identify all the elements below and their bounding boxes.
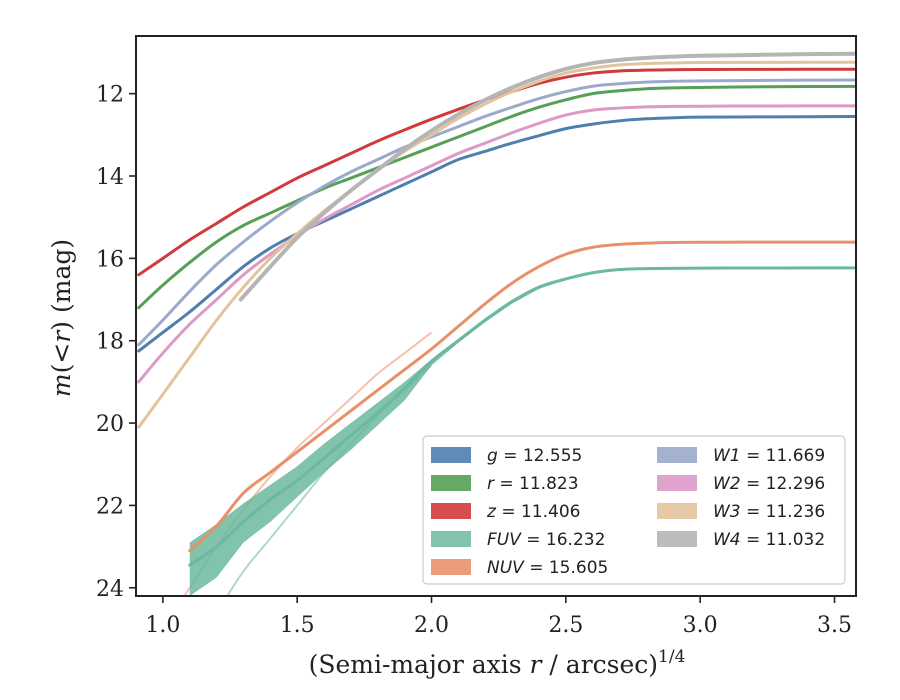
series-w3 [137, 60, 856, 429]
y-tick-label: 20 [96, 412, 124, 437]
y-axis-title: m(<r) (mag) [47, 239, 76, 397]
series-r [137, 84, 856, 310]
legend-item-w3: W3 = 11.236 [657, 502, 825, 522]
series-w1-line [137, 78, 856, 347]
legend-label-nuv: NUV = 15.605 [487, 558, 608, 578]
series-layer [137, 51, 856, 596]
legend-swatch-g [431, 447, 471, 463]
x-axis: 1.0 1.5 2.0 2.5 3.0 3.5 [145, 596, 852, 638]
series-g [137, 115, 856, 353]
legend-swatch-fuv [431, 531, 471, 547]
y-axis: 12 14 16 18 20 22 24 [96, 83, 136, 602]
series-w2 [137, 104, 856, 384]
y-tick-label: 22 [96, 494, 124, 519]
series-w4-line [238, 51, 856, 302]
legend-swatch-r [431, 475, 471, 491]
series-w2-line [137, 104, 856, 384]
legend-label-w4: W4 = 11.032 [713, 530, 825, 550]
x-tick-label: 2.0 [414, 613, 449, 638]
series-g-line [137, 115, 856, 353]
series-fuv-line [188, 266, 856, 567]
legend-label-w3: W3 = 11.236 [713, 502, 825, 522]
x-tick-label: 2.5 [548, 613, 583, 638]
series-r-line [137, 84, 856, 310]
x-tick-label: 1.5 [280, 613, 315, 638]
legend-label-fuv: FUV = 16.232 [487, 530, 605, 550]
series-nuv [188, 240, 856, 553]
legend-swatch-w3 [657, 503, 697, 519]
legend-swatch-nuv [431, 559, 471, 575]
x-axis-title: (Semi-major axis r / arcsec)1/4 [309, 647, 686, 679]
series-z-line [137, 67, 856, 277]
legend-item-r: r = 11.823 [431, 474, 579, 494]
legend-swatch-w2 [657, 475, 697, 491]
legend-item-w4: W4 = 11.032 [657, 530, 825, 550]
legend-item-nuv: NUV = 15.605 [431, 558, 608, 578]
series-w1 [137, 78, 856, 347]
legend-box [422, 435, 846, 585]
legend-label-w1: W1 = 11.669 [713, 446, 825, 466]
legend-item-fuv: FUV = 16.232 [431, 530, 605, 550]
x-tick-label: 3.5 [817, 613, 852, 638]
y-tick-label: 18 [96, 330, 124, 355]
legend-label-z: z = 11.406 [486, 502, 580, 522]
legend-item-w2: W2 = 12.296 [657, 474, 825, 494]
series-nuv-line [188, 240, 856, 553]
legend-swatch-z [431, 503, 471, 519]
y-tick-label: 12 [96, 83, 124, 108]
legend-label-w2: W2 = 12.296 [713, 474, 825, 494]
legend-item-w1: W1 = 11.669 [657, 446, 825, 466]
y-tick-label: 24 [96, 577, 124, 602]
legend-item-g: g = 12.555 [431, 446, 582, 466]
x-tick-label: 3.0 [683, 613, 718, 638]
x-tick-label: 1.0 [145, 613, 180, 638]
series-z [137, 67, 856, 277]
legend-item-z: z = 11.406 [431, 502, 580, 522]
legend: g = 12.555 r = 11.823 z = 11.406 FUV = 16.2… [422, 435, 846, 585]
legend-label-r: r = 11.823 [487, 474, 579, 494]
series-fuv [188, 266, 856, 596]
legend-swatch-w4 [657, 531, 697, 547]
series-w4 [238, 51, 856, 302]
legend-swatch-w1 [657, 447, 697, 463]
y-tick-label: 14 [96, 165, 124, 190]
series-w3-line [137, 60, 856, 429]
legend-label-g: g = 12.555 [487, 446, 582, 466]
y-tick-label: 16 [96, 247, 124, 272]
plot-frame [135, 35, 857, 597]
